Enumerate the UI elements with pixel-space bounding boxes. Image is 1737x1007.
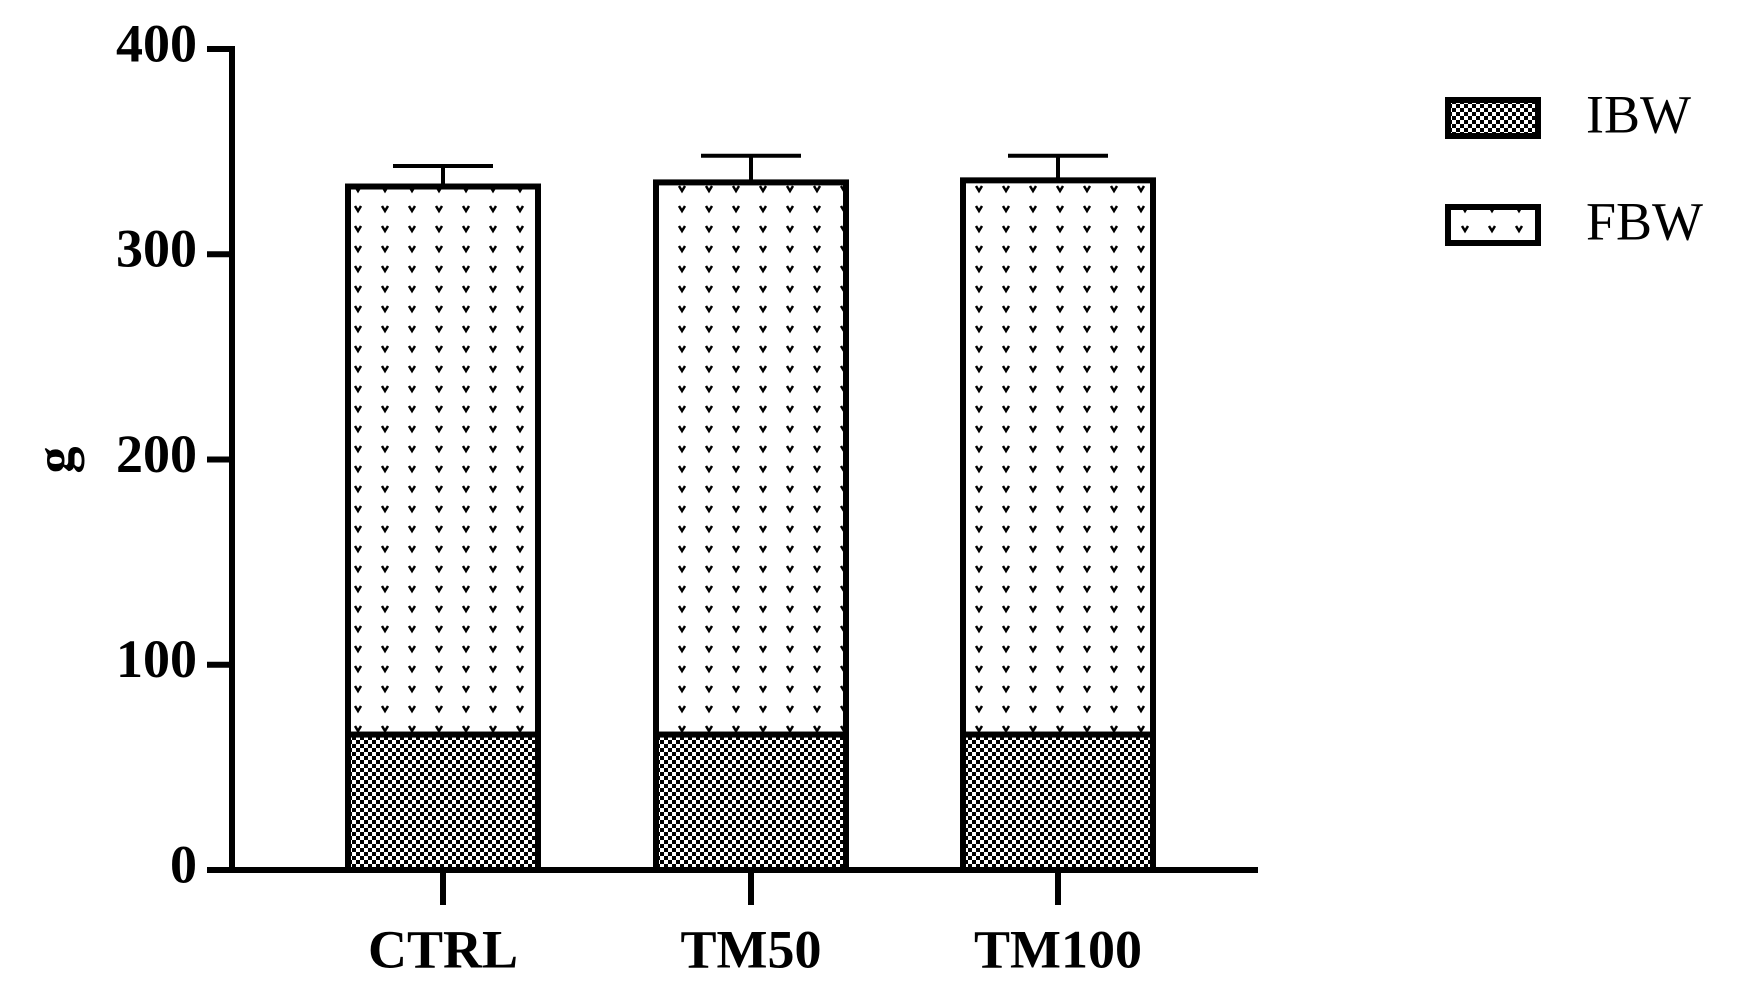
x-tick-label: CTRL	[368, 919, 518, 979]
y-tick-label: 300	[116, 219, 197, 279]
y-tick-label: 400	[116, 13, 197, 73]
error-bar	[393, 163, 493, 187]
bar-segment	[653, 731, 849, 873]
error-bar	[1008, 153, 1108, 181]
bar-segment	[653, 179, 849, 738]
x-tick-label: TM100	[974, 919, 1142, 979]
legend-label: IBW	[1586, 84, 1691, 144]
y-axis-label: g	[24, 447, 84, 474]
x-tick-label: TM50	[681, 919, 822, 979]
y-tick-label: 200	[116, 424, 197, 484]
legend-label: FBW	[1586, 191, 1703, 251]
bar-segment	[345, 731, 541, 873]
bar-segment	[960, 177, 1156, 738]
bar-segment	[960, 731, 1156, 873]
error-bar	[701, 153, 801, 183]
legend-swatch	[1445, 97, 1541, 139]
y-tick-label: 100	[116, 629, 197, 689]
bar-segment	[345, 183, 541, 738]
legend-swatch	[1445, 204, 1541, 246]
y-tick-label: 0	[170, 834, 197, 894]
